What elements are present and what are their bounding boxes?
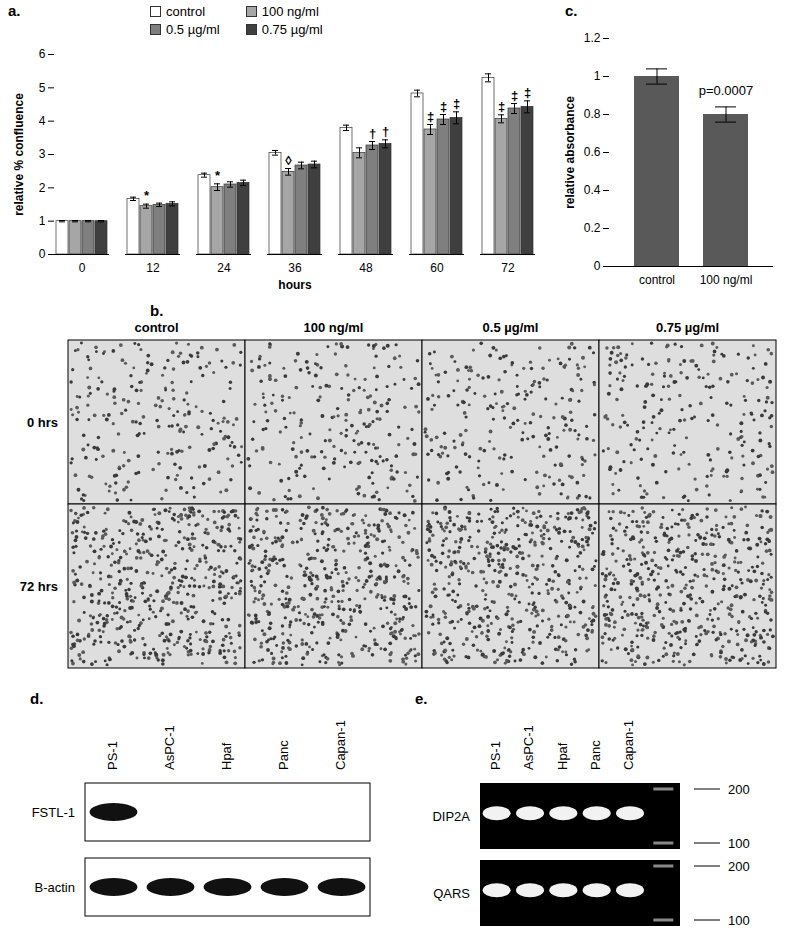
svg-text:‡: ‡ (427, 109, 434, 124)
svg-text:p=0.0007: p=0.0007 (699, 83, 754, 98)
svg-text:AsPC-1: AsPC-1 (162, 725, 177, 770)
html-text:0.75 µg/ml: 0.75 µg/ml (261, 22, 323, 37)
svg-text:relative % confluence: relative % confluence (12, 93, 26, 216)
svg-text:◊: ◊ (285, 153, 292, 168)
html-text:100 ng/ml: 100 ng/ml (261, 4, 319, 19)
svg-text:200: 200 (728, 859, 750, 874)
svg-text:24: 24 (217, 261, 231, 275)
svg-text:QARS: QARS (433, 886, 470, 901)
svg-text:AsPC-1: AsPC-1 (521, 725, 536, 770)
svg-text:100: 100 (728, 836, 750, 851)
svg-text:‡: ‡ (453, 96, 460, 111)
svg-text:4: 4 (39, 114, 46, 128)
svg-text:0.8: 0.8 (584, 107, 601, 121)
svg-text:control: control (134, 320, 178, 335)
svg-text:‡: ‡ (524, 85, 531, 100)
svg-text:5: 5 (39, 81, 46, 95)
svg-text:0.2: 0.2 (584, 221, 601, 235)
svg-text:0.75 µg/ml: 0.75 µg/ml (656, 320, 719, 335)
svg-text:48: 48 (359, 261, 373, 275)
html-text:c.: c. (565, 2, 578, 19)
svg-text:1: 1 (594, 69, 601, 83)
svg-text:Hpaf: Hpaf (555, 742, 570, 770)
svg-text:0: 0 (39, 247, 46, 261)
svg-text:36: 36 (288, 261, 302, 275)
svg-text:*: * (215, 168, 221, 183)
svg-text:†: † (382, 124, 389, 139)
html-text:a.: a. (8, 2, 21, 19)
svg-text:200: 200 (728, 782, 750, 797)
svg-text:b.: b. (150, 302, 163, 319)
svg-text:‡: ‡ (498, 99, 505, 114)
svg-text:12: 12 (146, 261, 160, 275)
svg-text:0: 0 (594, 259, 601, 273)
svg-text:Capan-1: Capan-1 (621, 720, 636, 770)
svg-text:‡: ‡ (511, 88, 518, 103)
svg-text:6: 6 (39, 47, 46, 61)
svg-text:d.: d. (30, 690, 43, 707)
svg-text:Panc: Panc (276, 740, 291, 770)
svg-text:FSTL-1: FSTL-1 (32, 805, 75, 820)
svg-text:control: control (639, 273, 675, 287)
svg-text:1: 1 (39, 214, 46, 228)
svg-text:72 hrs: 72 hrs (20, 579, 58, 594)
svg-text:‡: ‡ (440, 99, 447, 114)
svg-text:0.4: 0.4 (584, 183, 601, 197)
svg-text:PS-1: PS-1 (488, 741, 503, 770)
svg-text:60: 60 (430, 261, 444, 275)
svg-text:PS-1: PS-1 (105, 741, 120, 770)
svg-text:0 hrs: 0 hrs (27, 415, 58, 430)
svg-text:100 ng/ml: 100 ng/ml (700, 273, 753, 287)
svg-text:0: 0 (79, 261, 86, 275)
svg-text:3: 3 (39, 147, 46, 161)
svg-text:72: 72 (501, 261, 515, 275)
svg-text:*: * (144, 188, 150, 203)
svg-text:1.2: 1.2 (584, 31, 601, 45)
svg-text:relative absorbance: relative absorbance (563, 96, 577, 209)
svg-text:e.: e. (415, 690, 428, 707)
html-text:control: control (166, 4, 205, 19)
svg-text:B-actin: B-actin (35, 880, 75, 895)
svg-text:Hpaf: Hpaf (219, 742, 234, 770)
svg-text:0.6: 0.6 (584, 145, 601, 159)
svg-text:DIP2A: DIP2A (432, 809, 470, 824)
svg-text:Panc: Panc (588, 740, 603, 770)
svg-text:100: 100 (728, 913, 750, 928)
html-text:0.5 µg/ml: 0.5 µg/ml (166, 22, 220, 37)
svg-text:†: † (369, 126, 376, 141)
svg-text:hours: hours (278, 278, 312, 292)
svg-text:0.5 µg/ml: 0.5 µg/ml (483, 320, 539, 335)
svg-text:2: 2 (39, 181, 46, 195)
svg-text:100 ng/ml: 100 ng/ml (304, 320, 364, 335)
svg-text:Capan-1: Capan-1 (333, 720, 348, 770)
